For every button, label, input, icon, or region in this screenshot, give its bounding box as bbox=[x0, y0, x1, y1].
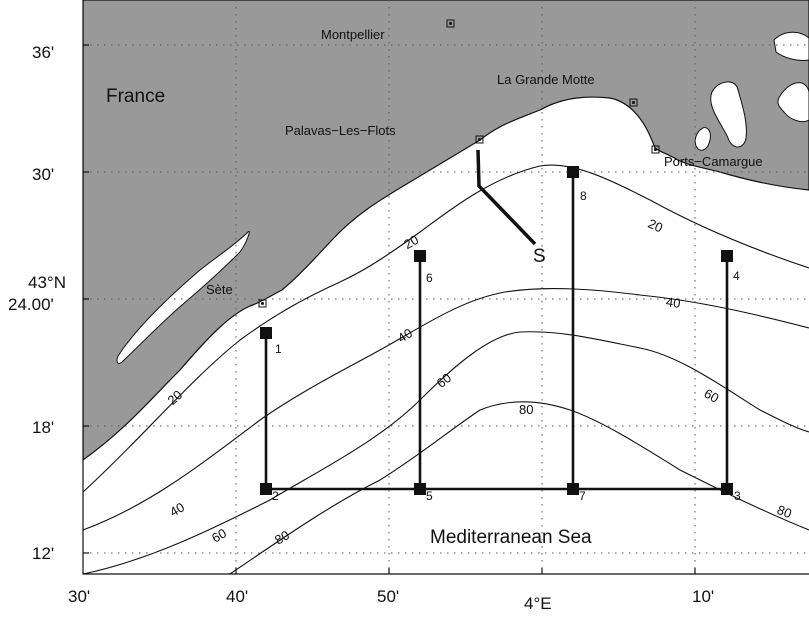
label-france: France bbox=[106, 86, 165, 107]
montpellier-marker bbox=[446, 19, 455, 28]
station-label-1: 1 bbox=[275, 342, 282, 356]
la-grande-motte-marker bbox=[629, 98, 638, 107]
contour-label-20-a: 20 bbox=[164, 387, 185, 408]
x-tick-40: 40' bbox=[226, 587, 248, 606]
lagoon-east-3 bbox=[773, 31, 809, 61]
label-sete: Sète bbox=[206, 282, 233, 297]
axis-ticks bbox=[83, 44, 696, 574]
station-label-6: 6 bbox=[426, 271, 433, 285]
sete-marker bbox=[258, 299, 267, 308]
contour-label-40-b: 40 bbox=[395, 325, 415, 345]
contour-label-80-c: 80 bbox=[775, 502, 794, 521]
town-markers bbox=[258, 19, 660, 308]
station-8-marker bbox=[567, 166, 579, 178]
contour-60 bbox=[83, 331, 809, 574]
map-frame bbox=[82, 0, 809, 575]
station-2-marker bbox=[260, 483, 272, 495]
label-la-grande-motte: La Grande Motte bbox=[497, 72, 595, 87]
station-label-3: 3 bbox=[734, 489, 741, 503]
transects bbox=[264, 172, 729, 491]
contour-label-80-a: 80 bbox=[272, 527, 292, 547]
y-tick-12: 12' bbox=[32, 544, 54, 563]
station-label-4: 4 bbox=[733, 269, 740, 283]
lagoon-east-4 bbox=[694, 127, 711, 151]
x-tick-4e: 4°E bbox=[524, 594, 552, 613]
ports-camargue-marker bbox=[651, 145, 660, 154]
station-markers bbox=[260, 166, 733, 495]
label-montpellier: Montpellier bbox=[321, 27, 385, 42]
contour-label-40-a: 40 bbox=[167, 499, 187, 519]
thau-lagoon bbox=[116, 230, 250, 364]
station-label-2: 2 bbox=[272, 489, 279, 503]
palavas-marker bbox=[475, 135, 484, 144]
station-4-marker bbox=[721, 250, 733, 262]
outfall-line bbox=[476, 149, 537, 246]
contour-20 bbox=[83, 164, 809, 493]
contour-label-20-c: 20 bbox=[646, 216, 665, 236]
y-tick-24: 24.00' bbox=[8, 295, 54, 314]
y-tick-18: 18' bbox=[32, 418, 54, 437]
station-label-7: 7 bbox=[579, 489, 586, 503]
contour-label-20-b: 20 bbox=[401, 232, 421, 252]
station-7-marker bbox=[567, 483, 579, 495]
label-ports-camargue: Ports−Camargue bbox=[664, 154, 763, 169]
y-tick-30: 30' bbox=[32, 165, 54, 184]
station-label-8: 8 bbox=[580, 189, 587, 203]
y-tick-36: 36' bbox=[32, 43, 54, 62]
contour-80 bbox=[229, 401, 809, 574]
contour-label-60-a: 60 bbox=[209, 525, 229, 545]
station-5-marker bbox=[414, 483, 426, 495]
station-3-marker bbox=[721, 483, 733, 495]
contour-label-80-b: 80 bbox=[519, 402, 533, 417]
contour-40 bbox=[83, 288, 809, 531]
grid bbox=[83, 0, 809, 574]
x-tick-10: 10' bbox=[692, 587, 714, 606]
x-tick-30: 30' bbox=[68, 587, 90, 606]
label-mediterranean-sea: Mediterranean Sea bbox=[430, 527, 592, 548]
label-palavas: Palavas−Les−Flots bbox=[285, 123, 396, 138]
france-land bbox=[83, 0, 809, 461]
lagoon-east-2 bbox=[777, 82, 809, 123]
contour-label-60-b: 60 bbox=[434, 370, 455, 391]
outfall-label: S bbox=[533, 246, 546, 267]
y-tick-43n: 43°N bbox=[28, 273, 66, 292]
contour-label-60-c: 60 bbox=[701, 386, 721, 406]
station-6-marker bbox=[414, 250, 426, 262]
x-tick-50: 50' bbox=[377, 587, 399, 606]
lagoon-east-1 bbox=[710, 81, 747, 148]
contour-label-40-c: 40 bbox=[665, 294, 681, 311]
station-1-marker bbox=[260, 327, 272, 339]
station-label-5: 5 bbox=[426, 489, 433, 503]
